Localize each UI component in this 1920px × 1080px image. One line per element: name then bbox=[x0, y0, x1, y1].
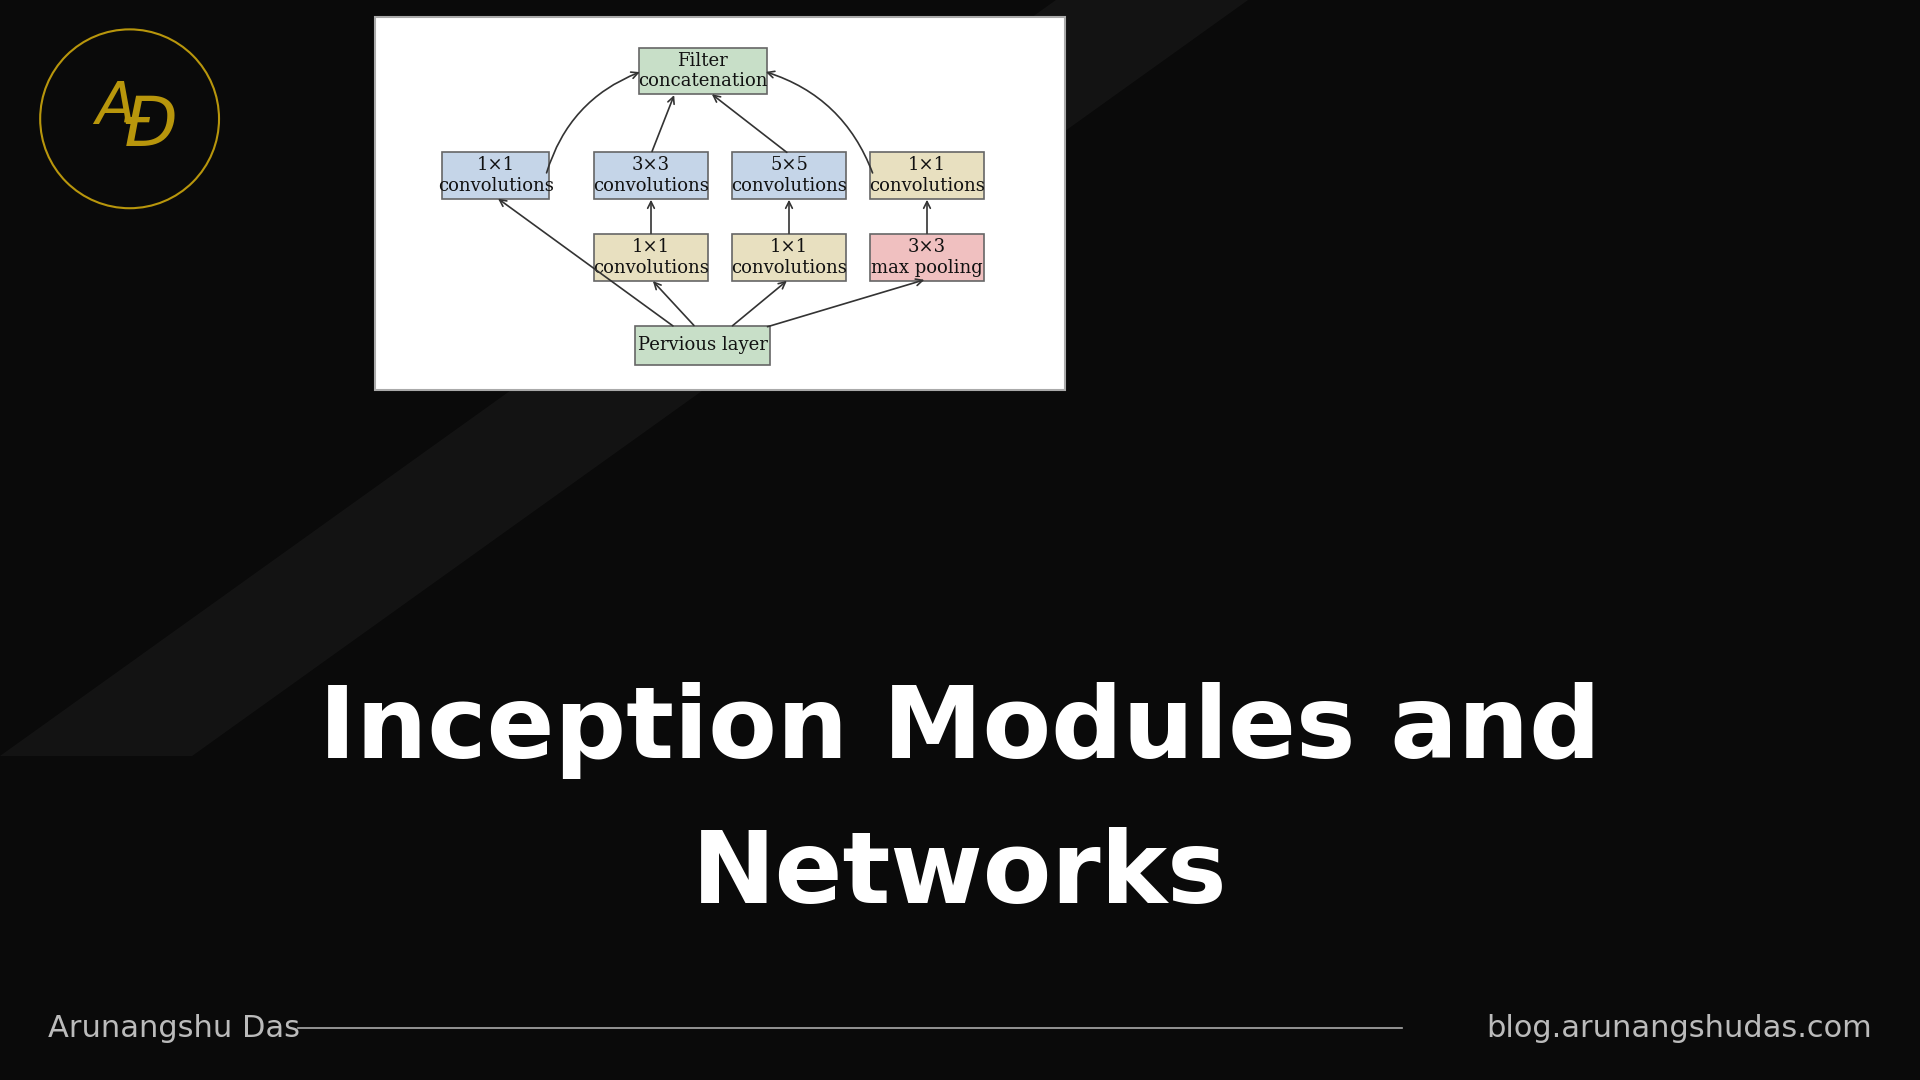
Text: 1×1
convolutions: 1×1 convolutions bbox=[593, 239, 708, 276]
Text: Đ: Đ bbox=[125, 93, 179, 160]
FancyBboxPatch shape bbox=[732, 234, 847, 281]
Text: Filter
concatenation: Filter concatenation bbox=[637, 52, 768, 91]
Bar bbox=[374, 17, 1066, 390]
Text: 1×1
convolutions: 1×1 convolutions bbox=[870, 157, 985, 194]
FancyBboxPatch shape bbox=[593, 234, 708, 281]
Text: 5×5
convolutions: 5×5 convolutions bbox=[732, 157, 847, 194]
Text: A: A bbox=[96, 79, 134, 136]
FancyBboxPatch shape bbox=[636, 326, 770, 365]
Text: Inception Modules and: Inception Modules and bbox=[319, 681, 1601, 779]
FancyBboxPatch shape bbox=[593, 152, 708, 199]
FancyBboxPatch shape bbox=[639, 48, 766, 94]
FancyBboxPatch shape bbox=[870, 234, 983, 281]
Text: blog.arunangshudas.com: blog.arunangshudas.com bbox=[1486, 1014, 1872, 1042]
Polygon shape bbox=[0, 0, 1248, 756]
Text: 3×3
convolutions: 3×3 convolutions bbox=[593, 157, 708, 194]
Text: Arunangshu Das: Arunangshu Das bbox=[48, 1014, 300, 1042]
FancyBboxPatch shape bbox=[732, 152, 847, 199]
Text: Networks: Networks bbox=[693, 827, 1227, 924]
FancyBboxPatch shape bbox=[870, 152, 983, 199]
Text: 1×1
convolutions: 1×1 convolutions bbox=[438, 157, 553, 194]
Text: 1×1
convolutions: 1×1 convolutions bbox=[732, 239, 847, 276]
Text: 3×3
max pooling: 3×3 max pooling bbox=[872, 239, 983, 276]
Text: Pervious layer: Pervious layer bbox=[637, 336, 768, 354]
FancyBboxPatch shape bbox=[442, 152, 549, 199]
